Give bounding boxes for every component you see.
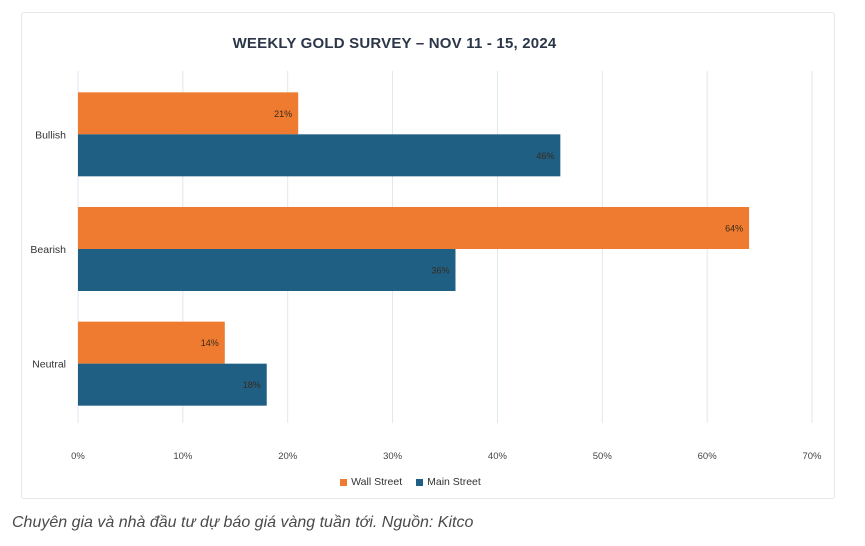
legend-item-main-street: Main Street [416, 476, 481, 488]
legend-swatch-main-street [416, 478, 424, 486]
x-tick-label-10: 10% [173, 451, 193, 462]
x-tick-label-30: 30% [383, 451, 403, 462]
x-tick-label-40: 40% [488, 451, 508, 462]
bar-wall-street-bullish [78, 92, 299, 135]
bar-main-street-bearish [78, 249, 456, 291]
x-tick-label-0: 0% [71, 451, 85, 462]
legend-swatch-wall-street [340, 478, 348, 486]
figure-caption: Chuyên gia và nhà đầu tư dự báo giá vàng… [12, 514, 474, 531]
x-tick-label-60: 60% [698, 451, 718, 462]
x-tick-label-70: 70% [802, 451, 822, 462]
legend-item-wall-street: Wall Street [340, 476, 402, 488]
category-label-neutral: Neutral [32, 359, 66, 371]
bar-wall-street-bearish [78, 207, 750, 249]
category-label-bullish: Bullish [35, 129, 66, 141]
bar-main-street-bullish [78, 134, 561, 177]
x-tick-label-20: 20% [278, 451, 298, 462]
bar-chart: 0% 10% 20% 30% 40% 50% 60% 70% Bullish 21% 46% Bear… [30, 71, 822, 462]
chart-title: WEEKLY GOLD SURVEY – NOV 11 - 15, 2024 [232, 35, 557, 52]
legend-label-wall-street: Wall Street [351, 476, 403, 488]
bar-main-street-neutral [78, 363, 267, 406]
data-label-wall-street-bearish: 64% [725, 224, 743, 234]
legend-label-main-street: Main Street [427, 476, 481, 488]
chart-legend: Wall Street Main Street [22, 476, 799, 488]
data-label-main-street-bullish: 46% [536, 151, 554, 161]
chart-card: WEEKLY GOLD SURVEY – NOV 11 - 15, 2024 0… [21, 12, 835, 499]
data-label-wall-street-bullish: 21% [274, 109, 292, 119]
data-label-wall-street-neutral: 14% [201, 338, 219, 348]
bar-wall-street-neutral [78, 321, 225, 364]
category-label-bearish: Bearish [30, 244, 66, 256]
x-tick-label-50: 50% [593, 451, 613, 462]
data-label-main-street-neutral: 18% [243, 380, 261, 390]
data-label-main-street-bearish: 36% [431, 266, 449, 276]
